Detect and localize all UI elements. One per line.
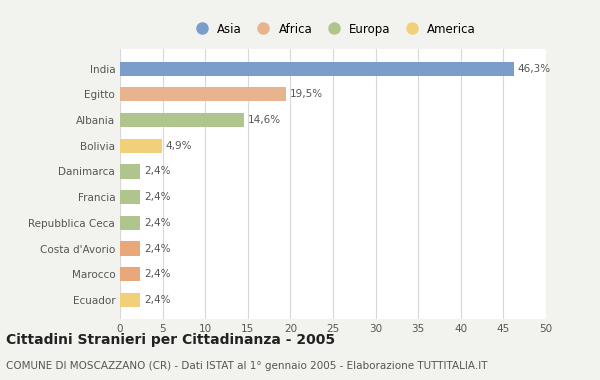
Bar [120,293,140,307]
Text: 46,3%: 46,3% [518,64,551,74]
Text: 2,4%: 2,4% [144,295,170,305]
Legend: Asia, Africa, Europa, America: Asia, Africa, Europa, America [188,20,478,38]
Text: 19,5%: 19,5% [290,89,323,100]
Text: 2,4%: 2,4% [144,244,170,253]
Text: 14,6%: 14,6% [248,115,281,125]
Text: 4,9%: 4,9% [165,141,191,151]
Bar [120,62,514,76]
Text: 2,4%: 2,4% [144,166,170,176]
Bar [120,87,286,101]
Bar [120,165,140,179]
Bar [120,113,244,127]
Bar [120,267,140,281]
Text: 2,4%: 2,4% [144,192,170,202]
Bar [120,139,162,153]
Bar [120,190,140,204]
Text: Cittadini Stranieri per Cittadinanza - 2005: Cittadini Stranieri per Cittadinanza - 2… [6,333,335,347]
Bar [120,216,140,230]
Bar [120,241,140,256]
Text: COMUNE DI MOSCAZZANO (CR) - Dati ISTAT al 1° gennaio 2005 - Elaborazione TUTTITA: COMUNE DI MOSCAZZANO (CR) - Dati ISTAT a… [6,361,487,370]
Text: 2,4%: 2,4% [144,218,170,228]
Text: 2,4%: 2,4% [144,269,170,279]
